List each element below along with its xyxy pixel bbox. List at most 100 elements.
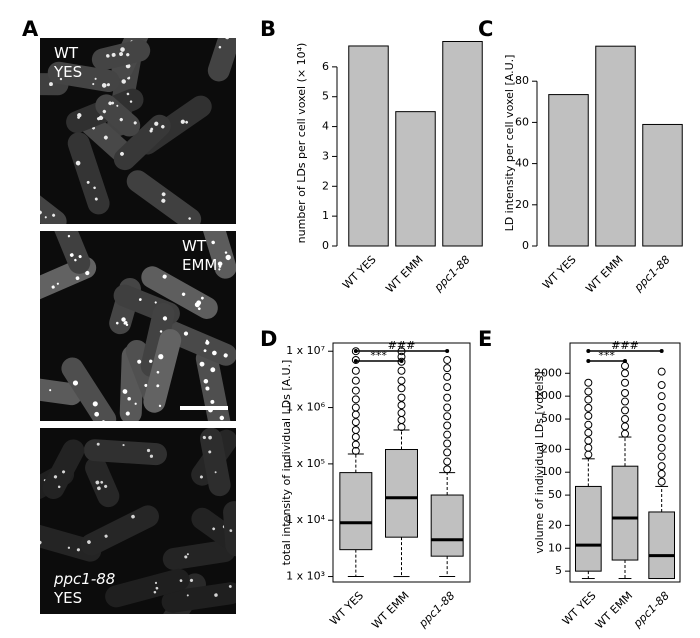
significance-end	[445, 349, 450, 353]
outlier	[397, 393, 406, 402]
lipid-droplet	[225, 38, 230, 40]
lipid-droplet	[104, 484, 108, 488]
lipid-droplet	[92, 82, 95, 86]
cell	[223, 501, 242, 557]
significance-end	[353, 349, 358, 353]
cell-body	[40, 186, 67, 224]
lipid-droplet	[221, 424, 224, 427]
cell	[95, 94, 141, 137]
y-tick-label: 1	[322, 209, 329, 222]
lipid-droplet	[181, 292, 186, 296]
box	[611, 465, 639, 561]
y-tick-label: 40	[515, 157, 529, 170]
lipid-droplet	[158, 404, 162, 408]
image-label: ppc1-88	[53, 570, 115, 588]
x-tick-label: WT EMM	[593, 589, 635, 631]
outlier	[657, 367, 666, 376]
cell-body	[113, 114, 171, 171]
outlier	[397, 409, 406, 418]
outlier	[657, 434, 666, 443]
cell-body	[105, 568, 190, 608]
lipid-droplet	[104, 534, 108, 538]
outlier	[584, 443, 593, 452]
cells	[36, 15, 244, 224]
y-tick-label: 1 x 10⁴	[286, 513, 325, 526]
lipid-droplet	[184, 555, 188, 559]
y-tick-label: 2	[322, 179, 329, 192]
y-tick-label: 60	[515, 115, 529, 128]
lipid-droplet	[62, 470, 66, 474]
cell-body	[80, 505, 159, 556]
lipid-droplet	[240, 19, 243, 22]
outlier	[397, 357, 406, 366]
outlier	[621, 369, 629, 378]
y-axis-label: total intensity of individual LDs [A.U.]	[280, 360, 293, 566]
cell	[161, 321, 236, 366]
outlier	[621, 429, 629, 438]
y-axis-label: volume of individual LDs [voxels]	[533, 371, 546, 553]
bar	[395, 111, 436, 247]
lipid-droplet	[211, 240, 215, 245]
lipid-droplet	[231, 24, 237, 30]
cell	[80, 505, 159, 556]
cell-body	[61, 357, 117, 421]
x-tick-label: ppc1-88	[431, 253, 473, 295]
cell-body	[143, 329, 182, 413]
outlier	[443, 372, 452, 381]
lipid-droplet	[199, 361, 205, 367]
outlier	[443, 457, 452, 466]
lipid-droplet	[153, 590, 157, 594]
lipid-droplet	[103, 135, 108, 140]
lipid-droplet	[239, 515, 242, 518]
y-tick-label: 100	[541, 465, 562, 478]
outlier	[351, 425, 360, 434]
lipid-droplet	[241, 15, 244, 18]
lipid-droplet	[224, 251, 228, 254]
lipid-droplet	[85, 270, 90, 276]
outlier	[621, 397, 629, 406]
lipid-droplet	[218, 268, 221, 271]
x-tick-label: WT YES	[340, 253, 379, 292]
lipid-droplet	[102, 109, 107, 114]
significance-end	[623, 359, 627, 363]
significance-text: ###	[611, 339, 639, 352]
lipid-droplet	[75, 276, 80, 281]
lipid-droplet	[95, 480, 100, 485]
lipid-droplet	[108, 101, 112, 106]
lipid-droplet	[36, 89, 38, 91]
cell	[91, 39, 151, 71]
outlier	[397, 384, 406, 393]
lipid-droplet	[149, 359, 153, 363]
bar	[548, 94, 589, 247]
cell-body	[207, 38, 236, 82]
significance-end	[399, 359, 404, 363]
cell-body	[40, 374, 83, 406]
lipid-droplet	[72, 380, 79, 386]
cell-body	[140, 302, 175, 378]
lipid-droplet	[214, 471, 217, 474]
lipid-droplet	[30, 392, 35, 397]
outlier	[443, 364, 452, 373]
y-tick-label: 1000	[534, 389, 562, 402]
outlier	[657, 443, 666, 452]
outlier	[584, 450, 593, 459]
lipid-droplet	[52, 213, 56, 217]
outlier	[351, 446, 360, 455]
significance-end	[659, 349, 664, 353]
outlier	[621, 361, 629, 370]
lipid-droplet	[225, 254, 231, 261]
x-tick-label: ppc1-88	[630, 589, 672, 631]
x-tick-label: WT EMM	[369, 589, 411, 631]
y-tick-label: 5	[322, 90, 329, 103]
bar	[642, 123, 683, 247]
lipid-droplet	[154, 581, 158, 584]
lipid-droplet	[228, 585, 232, 588]
cell	[195, 347, 231, 427]
lipid-droplet	[125, 411, 130, 416]
lipid-droplet	[194, 302, 200, 308]
lipid-droplet	[116, 104, 119, 107]
outlier	[351, 403, 360, 412]
lipid-droplet	[159, 330, 163, 333]
image-label: WT	[54, 44, 79, 62]
